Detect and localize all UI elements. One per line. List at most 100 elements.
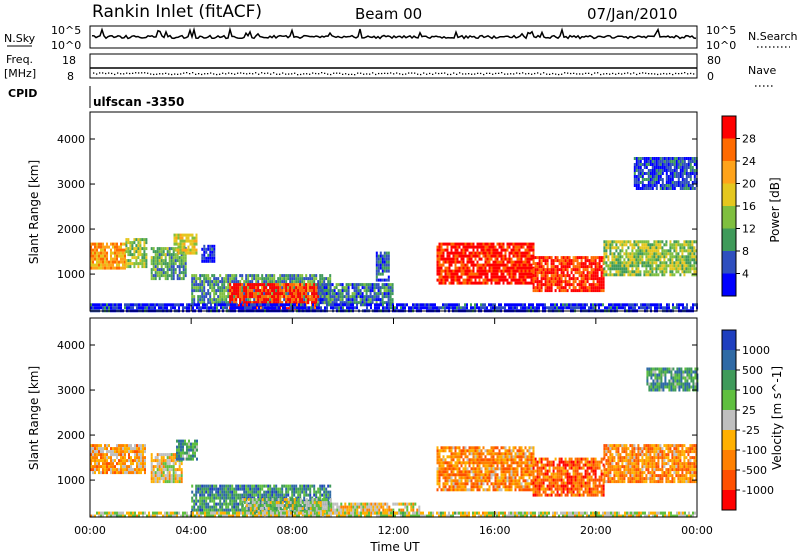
heatmap-cell [317, 280, 320, 284]
heatmap-cell [598, 265, 601, 269]
heatmap-cell [213, 292, 216, 296]
heatmap-cell [643, 246, 646, 250]
heatmap-cell [186, 442, 188, 446]
heatmap-cell [110, 450, 112, 454]
heatmap-cell [482, 248, 485, 252]
heatmap-cell [381, 266, 384, 270]
heatmap-cell [669, 181, 672, 184]
heatmap-cell [448, 260, 451, 264]
heatmap-cell [677, 255, 680, 259]
heatmap-cell [195, 484, 198, 488]
heatmap-cell [203, 295, 206, 299]
heatmap-cell [381, 257, 384, 261]
heatmap-cell [438, 245, 441, 249]
heatmap-cell [514, 266, 517, 270]
heatmap-cell [653, 160, 656, 163]
heatmap-cell [195, 274, 198, 278]
heatmap-cell [691, 157, 694, 160]
heatmap-cell [683, 160, 686, 163]
heatmap-cell [154, 474, 157, 478]
heatmap-cell [267, 298, 270, 302]
heatmap-cell [263, 283, 266, 287]
heatmap-cell [96, 257, 98, 261]
heatmap-cell [116, 444, 118, 448]
heatmap-cell [257, 283, 260, 287]
heatmap-cell [194, 454, 196, 458]
heatmap-cell [215, 289, 218, 293]
nave-dot [195, 73, 197, 75]
nave-dot [423, 72, 425, 74]
nave-dot [495, 72, 497, 75]
heatmap-cell [522, 263, 525, 267]
heatmap-cell [160, 271, 163, 275]
heatmap-cell [681, 261, 684, 265]
heatmap-cell [387, 286, 390, 290]
heatmap-cell [679, 246, 682, 250]
heatmap-cell [281, 295, 284, 299]
heatmap-cell [289, 295, 292, 299]
heatmap-cell [578, 306, 580, 310]
heatmap-cell [500, 242, 503, 246]
heatmap-cell [645, 270, 648, 274]
colorbar-tick-label: 20 [742, 178, 756, 191]
heatmap-cell [343, 289, 346, 293]
heatmap-cell [460, 251, 463, 255]
heatmap-cell [635, 181, 638, 184]
heatmap-cell [141, 259, 144, 263]
heatmap-cell [536, 303, 538, 307]
heatmap-cell [205, 499, 208, 503]
heatmap-cell [108, 263, 110, 267]
heatmap-cell [385, 251, 388, 255]
heatmap-cell [173, 233, 176, 237]
heatmap-cell [534, 277, 537, 281]
heatmap-cell [526, 248, 529, 252]
heatmap-cell [446, 303, 448, 307]
heatmap-cell [127, 241, 130, 245]
heatmap-cell [168, 268, 171, 272]
heatmap-cell [116, 245, 118, 249]
heatmap-cell [277, 295, 280, 299]
heatmap-cell [653, 273, 656, 277]
heatmap-cell [106, 251, 108, 255]
heatmap-cell [389, 292, 392, 296]
heatmap-cell [663, 273, 666, 277]
heatmap-cell [140, 456, 142, 460]
nave-dot [558, 73, 560, 76]
heatmap-cell [367, 298, 370, 302]
heatmap-cell [492, 278, 495, 282]
nave-dot [114, 73, 116, 76]
heatmap-cell [293, 289, 296, 293]
heatmap-cell [180, 259, 183, 263]
heatmap-cell [600, 289, 603, 293]
heatmap-cell [578, 289, 581, 293]
heatmap-cell [661, 160, 664, 163]
heatmap-cell [287, 301, 290, 305]
heatmap-cell [143, 238, 146, 242]
heatmap-cell [673, 166, 676, 169]
heatmap-cell [118, 251, 120, 255]
heatmap-cell [476, 242, 479, 246]
heatmap-cell [234, 306, 236, 310]
heatmap-cell [182, 268, 185, 272]
heatmap-cell [679, 261, 682, 265]
heatmap-cell [182, 253, 185, 257]
heatmap-cell [530, 306, 532, 310]
heatmap-cell [327, 298, 330, 302]
heatmap-cell [635, 157, 638, 160]
heatmap-cell [476, 245, 479, 249]
heatmap-cell [381, 283, 384, 287]
nave-dot [303, 73, 305, 75]
heatmap-cell [442, 260, 445, 264]
heatmap-cell [500, 269, 503, 273]
heatmap-cell [673, 243, 676, 247]
heatmap-cell [592, 256, 595, 260]
heatmap-cell [635, 267, 638, 271]
heatmap-cell [458, 278, 461, 282]
heatmap-cell [689, 163, 692, 166]
heatmap-cell [438, 254, 441, 258]
heatmap-cell [651, 157, 654, 160]
heatmap-cell [685, 255, 688, 259]
heatmap-cell [518, 269, 521, 273]
heatmap-cell [227, 283, 230, 287]
heatmap-cell [603, 243, 606, 247]
